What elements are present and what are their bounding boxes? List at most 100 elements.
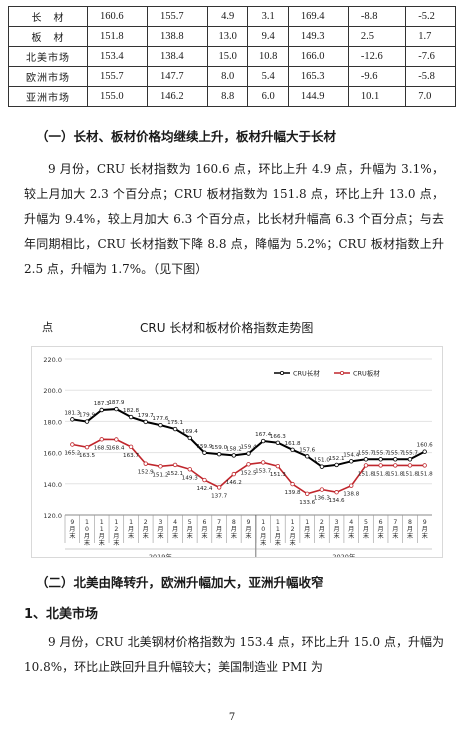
table-cell: 6.0 [247,86,289,107]
x-tick-label: 末 [348,532,354,540]
data-label: 152.1 [167,471,183,477]
x-tick-label: 7 [393,519,397,526]
table-cell: -8.8 [347,6,407,27]
x-tick-label: 3 [335,519,339,526]
legend-label: CRU长材 [293,369,320,378]
x-tick-label: 月 [245,526,251,533]
x-tick-label: 2 [320,519,324,526]
x-tick-label: 4 [173,519,177,526]
data-label: 181.3 [64,410,80,416]
x-tick-label: 1 [100,526,104,533]
x-tick-label: 5 [364,519,368,526]
data-label: 151.8 [387,471,403,477]
x-tick-label: 月 [275,533,281,540]
y-tick-label: 140.0 [43,481,62,489]
x-tick-label: 月 [231,526,237,533]
table-cell: 1.7 [405,26,456,47]
data-point [422,449,427,454]
table-cell: -12.6 [347,46,407,67]
x-tick-label: 月 [392,526,398,533]
table-cell: 153.4 [87,46,148,67]
data-label: 167.4 [255,432,271,438]
data-point [349,483,354,488]
data-point [70,417,75,422]
data-label: 139.8 [285,490,301,496]
x-tick-label: 1 [85,519,89,526]
legend-label: CRU板材 [353,369,380,378]
data-label: 134.6 [329,498,345,504]
data-point [99,437,104,442]
data-label: 151.8 [358,471,374,477]
x-tick-label: 月 [422,526,428,533]
x-tick-label: 月 [143,526,149,533]
x-tick-label: 末 [84,539,90,547]
data-label: 133.6 [299,500,315,506]
x-tick-label: 末 [275,539,281,547]
data-label: 155.7 [387,450,403,456]
data-point [334,462,339,468]
data-point [260,460,266,465]
data-label: 179.7 [138,413,154,419]
index-table: 长 材 160.6 155.7 4.9 3.1 169.4 -8.8 -5.2 板 材 151.8… [8,6,456,107]
data-point [70,442,75,447]
y-tick-label: 200.0 [43,387,62,395]
x-tick-label: 1 [114,519,118,526]
x-tick-label: 月 [201,526,207,533]
data-label: 136.3 [314,496,330,502]
year-label: 2019年 [149,552,173,557]
paragraph-north-america: 9 月份，CRU 北美钢材价格指数为 153.4 点，环比上升 15.0 点，升… [24,635,444,674]
table-cell: 5.4 [247,66,289,87]
data-point [407,457,413,462]
data-point [305,454,310,459]
x-tick-label: 1 [100,519,104,526]
table-cell: 151.8 [87,26,148,47]
table-row: 板 材 151.8 138.8 13.0 9.4 149.3 2.5 1.7 [8,26,456,47]
data-point [216,451,222,457]
data-point [349,459,354,464]
y-tick-label: 220.0 [43,356,62,364]
x-tick-label: 月 [128,526,134,533]
table-cell: 10.1 [347,86,407,107]
legend-marker [279,370,284,375]
data-point [158,464,163,469]
data-point [187,467,192,472]
data-label: 146.2 [226,480,242,486]
data-label: 151.8 [417,471,433,477]
table-cell: 138.4 [147,46,208,67]
x-tick-label: 1 [129,519,133,526]
table-row: 长 材 160.6 155.7 4.9 3.1 169.4 -8.8 -5.2 [8,6,456,27]
data-label: 160.6 [417,443,433,449]
table-cell: 149.3 [287,26,349,47]
x-tick-label: 月 [216,526,222,533]
table-cell: 155.7 [87,66,148,87]
data-point [319,464,325,469]
table-cell: 146.2 [147,86,208,107]
x-tick-label: 末 [172,532,178,540]
x-tick-label: 月 [363,526,369,533]
x-tick-label: 末 [333,532,339,540]
x-tick-label: 2 [114,526,118,533]
x-tick-label: 8 [232,519,236,526]
section-title-north-america: 1、北美市场 [24,607,99,622]
x-tick-label: 1 [276,519,280,526]
x-tick-label: 末 [99,539,105,547]
x-tick-label: 末 [69,532,75,540]
data-label: 155.7 [358,450,374,456]
data-point [143,461,148,466]
data-label: 155.7 [402,450,418,456]
data-point [84,444,90,450]
data-point [231,453,237,458]
data-label: 152.9 [138,470,154,476]
data-label: 151.8 [402,471,418,477]
row-label: 欧洲市场 [8,66,88,87]
data-point [275,463,281,469]
x-tick-label: 月 [289,533,295,540]
x-tick-label: 末 [245,532,251,540]
x-tick-label: 5 [188,519,192,526]
row-label: 亚洲市场 [8,86,88,107]
data-label: 138.8 [343,492,359,498]
data-point [290,447,295,452]
data-point [231,471,237,477]
data-label: 151.8 [373,471,389,477]
table-cell: 7.0 [405,86,456,107]
